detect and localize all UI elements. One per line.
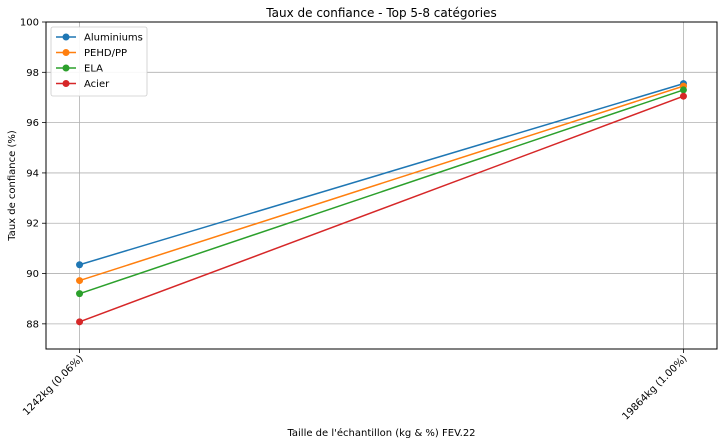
legend-marker bbox=[62, 49, 70, 56]
y-tick-label: 94 bbox=[26, 168, 39, 179]
x-axis-label: Taille de l'échantillon (kg & %) FEV.22 bbox=[286, 427, 475, 439]
legend-label: ELA bbox=[84, 64, 103, 75]
data-point bbox=[76, 277, 84, 285]
series-line bbox=[79, 95, 684, 323]
legend: Aluminiums PEHD/PP ELA Acier bbox=[50, 26, 148, 97]
plot-frame bbox=[45, 21, 718, 350]
chart-title: Taux de confiance - Top 5-8 catégories bbox=[265, 6, 496, 20]
legend-label: PEHD/PP bbox=[84, 48, 127, 59]
legend-marker bbox=[62, 33, 70, 41]
data-point bbox=[76, 318, 84, 326]
y-tick-label: 92 bbox=[26, 219, 39, 230]
data-point bbox=[76, 290, 84, 298]
legend-marker bbox=[62, 80, 70, 87]
legend-label: Acier bbox=[84, 79, 110, 90]
data-point bbox=[679, 86, 687, 94]
legend-frame bbox=[50, 26, 148, 97]
y-tick-label: 96 bbox=[26, 118, 39, 129]
legend-marker bbox=[62, 64, 70, 72]
series-layer bbox=[76, 80, 687, 326]
y-tick-label: 100 bbox=[20, 18, 39, 29]
series-line bbox=[79, 89, 684, 295]
legend-label: Aluminiums bbox=[84, 33, 143, 44]
y-tick-label: 90 bbox=[26, 269, 39, 280]
data-point bbox=[76, 261, 84, 269]
y-axis-label: Taux de confiance (%) bbox=[7, 130, 18, 242]
series-line bbox=[79, 82, 684, 266]
series-line bbox=[79, 85, 684, 282]
y-tick-label: 98 bbox=[26, 68, 39, 79]
data-point bbox=[679, 92, 687, 100]
y-tick-label: 88 bbox=[26, 319, 39, 330]
